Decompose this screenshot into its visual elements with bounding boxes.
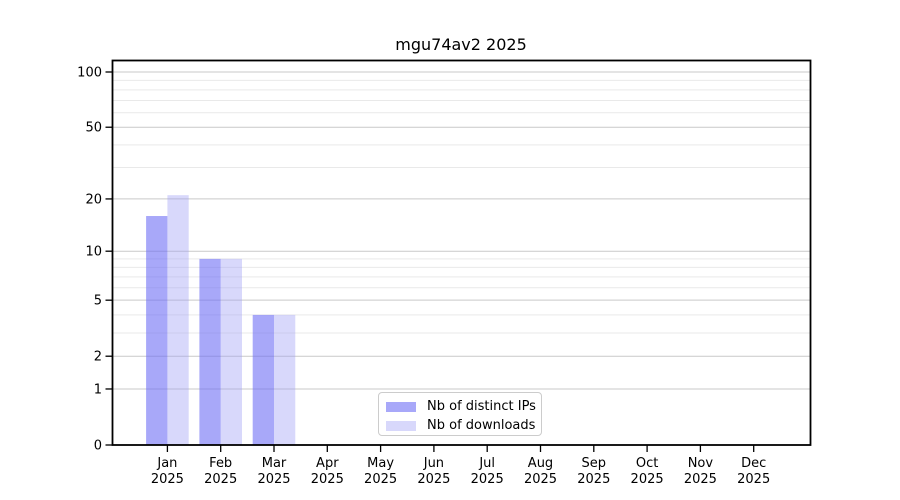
y-tick-label: 2 (94, 350, 102, 365)
x-tick-label-year: 2025 (471, 472, 504, 487)
x-tick-label-year: 2025 (257, 472, 290, 487)
y-tick-label: 20 (85, 192, 102, 207)
legend-item-downloads: Nb of downloads (379, 417, 541, 434)
legend-label-distinct-ips: Nb of distinct IPs (427, 399, 536, 414)
x-tick-label-year: 2025 (524, 472, 557, 487)
bar-feb-ips (199, 258, 221, 445)
x-tick-label-year: 2025 (631, 472, 664, 487)
bar-mar-downloads (274, 314, 296, 445)
x-tick-label-month: Feb (209, 456, 232, 471)
y-tick-label: 5 (94, 294, 102, 309)
axes-frame (111, 59, 812, 446)
x-tick-label-month: Jun (423, 456, 444, 471)
x-tick-label-year: 2025 (204, 472, 237, 487)
chart-title: mgu74av2 2025 (395, 35, 527, 54)
x-tick-label-month: Jan (156, 456, 177, 471)
x-tick-label-month: Sep (582, 456, 607, 471)
y-tick-label: 100 (77, 65, 102, 80)
x-tick-label-month: Nov (688, 456, 714, 471)
legend: Nb of distinct IPs Nb of downloads (378, 392, 542, 436)
y-tick-label: 1 (94, 382, 102, 397)
x-tick-label-year: 2025 (737, 472, 770, 487)
x-tick-label-year: 2025 (311, 472, 344, 487)
x-tick-label-month: Dec (741, 456, 766, 471)
x-tick-label-year: 2025 (151, 472, 184, 487)
y-tick-label: 0 (94, 439, 102, 454)
x-tick-label-year: 2025 (417, 472, 450, 487)
y-tick-label: 50 (85, 121, 102, 136)
x-tick-label-month: Oct (636, 456, 658, 471)
x-tick-label-year: 2025 (684, 472, 717, 487)
legend-swatch-downloads (386, 420, 416, 431)
legend-swatch-distinct-ips (386, 401, 416, 412)
x-tick-label-month: May (367, 456, 394, 471)
bar-jan-downloads (167, 195, 189, 445)
x-tick-label-month: Mar (262, 456, 287, 471)
bar-mar-ips (252, 314, 274, 445)
x-tick-label-year: 2025 (577, 472, 610, 487)
legend-label-downloads: Nb of downloads (427, 418, 536, 433)
y-tick-label: 10 (85, 245, 102, 260)
x-tick-label-year: 2025 (364, 472, 397, 487)
legend-item-distinct-ips: Nb of distinct IPs (379, 398, 541, 415)
x-tick-label-month: Apr (316, 456, 339, 471)
bar-jan-ips (146, 216, 168, 445)
bar-feb-downloads (220, 258, 242, 445)
x-tick-label-month: Aug (528, 456, 553, 471)
x-tick-label-month: Jul (478, 456, 495, 471)
